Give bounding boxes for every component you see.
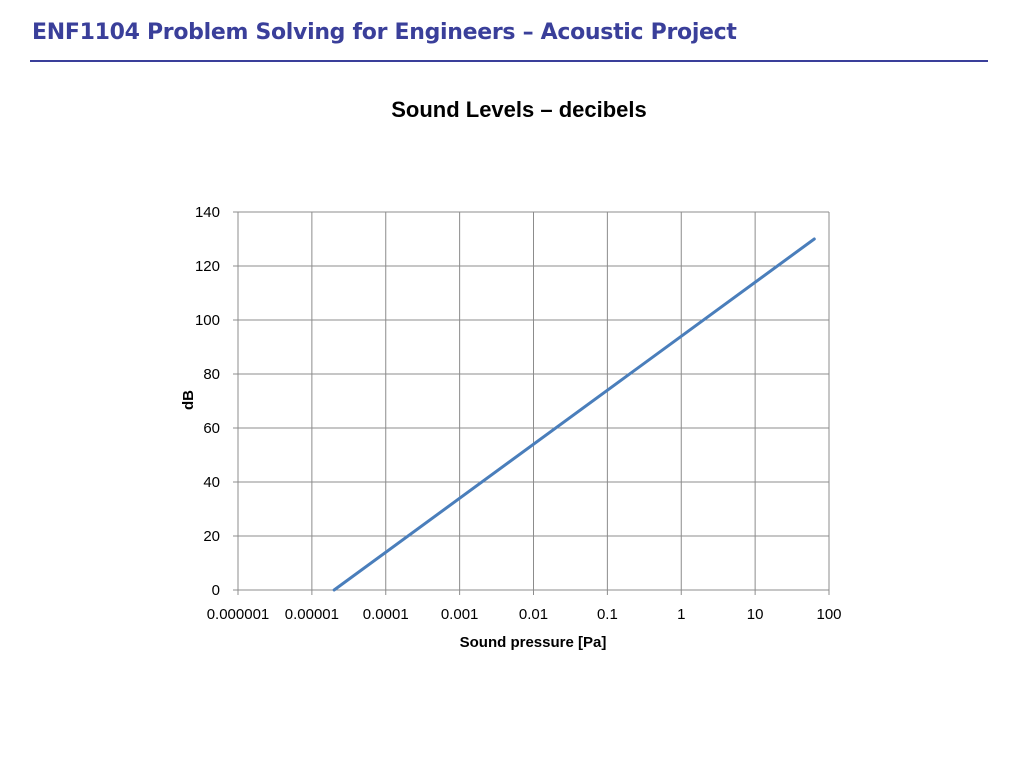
chart-title: Sound Levels – decibels	[391, 97, 647, 122]
y-tick-label: 80	[203, 366, 220, 383]
y-tick-label: 100	[195, 312, 220, 329]
y-tick-label: 40	[203, 474, 220, 491]
y-tick-labels: 0 20 40 60 80 100 120 140	[195, 204, 220, 599]
axes	[233, 211, 830, 595]
x-tick-label: 0.000001	[207, 606, 270, 623]
y-tick-label: 120	[195, 258, 220, 275]
series-layer	[332, 237, 816, 592]
series-line	[332, 237, 816, 592]
x-tick-label: 0.001	[441, 606, 479, 623]
x-axis-title: Sound pressure [Pa]	[460, 634, 607, 651]
x-tick-label: 0.01	[519, 606, 548, 623]
x-tick-label: 0.0001	[363, 606, 409, 623]
y-tick-label: 140	[195, 204, 220, 221]
x-tick-label: 0.00001	[285, 606, 339, 623]
x-tick-label: 100	[816, 606, 841, 623]
y-tick-label: 60	[203, 420, 220, 437]
y-axis-title: dB	[180, 390, 197, 410]
slide-title: ENF1104 Problem Solving for Engineers – …	[32, 20, 737, 45]
y-tick-label: 0	[212, 582, 220, 599]
x-tick-labels: 0.000001 0.00001 0.0001 0.001 0.01 0.1 1 10 100	[207, 606, 842, 623]
x-tick-label: 1	[677, 606, 685, 623]
grid	[238, 211, 830, 590]
x-tick-label: 10	[747, 606, 764, 623]
y-tick-label: 20	[203, 528, 220, 545]
x-tick-label: 0.1	[597, 606, 618, 623]
title-divider	[30, 60, 988, 62]
